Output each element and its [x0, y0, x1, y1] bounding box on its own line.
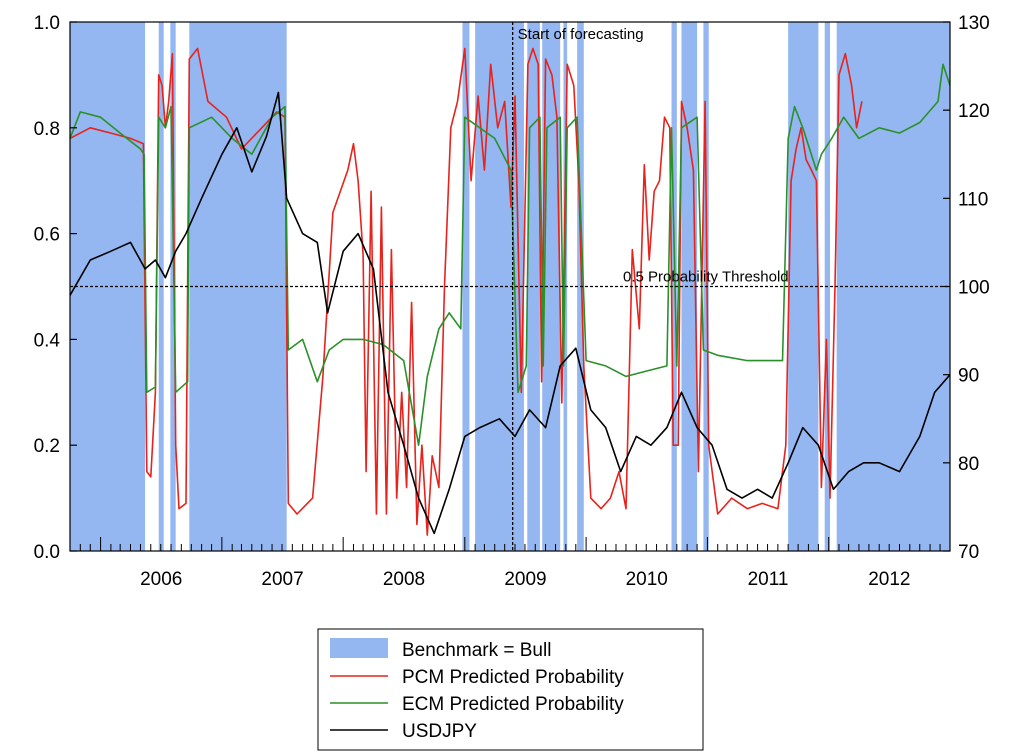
legend-label: PCM Predicted Probability: [402, 667, 624, 688]
bull-region: [170, 22, 176, 551]
year-label: 2012: [868, 569, 910, 590]
legend-label: USDJPY: [402, 721, 477, 742]
right-tick-label: 130: [958, 13, 990, 34]
pcm-line: [69, 47, 863, 536]
legend-label: Benchmark = Bull: [402, 640, 551, 661]
bull-region: [671, 22, 677, 551]
left-tick-label: 0.8: [34, 119, 60, 140]
year-label: 2008: [383, 569, 425, 590]
left-tick-label: 1.0: [34, 13, 60, 34]
right-tick-label: 80: [958, 454, 979, 475]
right-tick-label: 120: [958, 101, 990, 122]
threshold-label: 0.5 Probability Threshold: [623, 269, 789, 286]
year-label: 2006: [140, 569, 182, 590]
forecast-start-label: Start of forecasting: [518, 26, 644, 43]
right-tick-label: 110: [958, 189, 988, 210]
right-tick-label: 70: [958, 542, 979, 563]
year-label: 2010: [626, 569, 668, 590]
year-label: 2007: [261, 569, 303, 590]
legend-entries: Benchmark = Bull PCM Predicted Probabilit…: [330, 638, 624, 742]
right-tick-label: 100: [958, 278, 990, 299]
legend-label: ECM Predicted Probability: [402, 694, 624, 715]
legend-swatch-bull: [330, 638, 388, 658]
ecm-line: [69, 63, 951, 447]
right-tick-label: 90: [958, 366, 979, 387]
year-label: 2011: [748, 569, 789, 590]
usdjpy-line: [69, 91, 951, 535]
left-tick-label: 0.2: [34, 436, 60, 457]
reference-lines: 0.5 Probability Threshold Start of forec…: [70, 22, 950, 551]
left-tick-label: 0.0: [34, 542, 60, 563]
legend: Benchmark = Bull PCM Predicted Probabilit…: [317, 628, 704, 751]
axes: 0.0 0.2 0.4 0.6 0.8 1.0 70 80 90 100 110 120 130 2006…: [34, 13, 990, 590]
series-lines: [69, 47, 951, 536]
left-tick-label: 0.6: [34, 225, 60, 246]
left-tick-label: 0.4: [34, 330, 61, 351]
year-label: 2009: [504, 569, 546, 590]
